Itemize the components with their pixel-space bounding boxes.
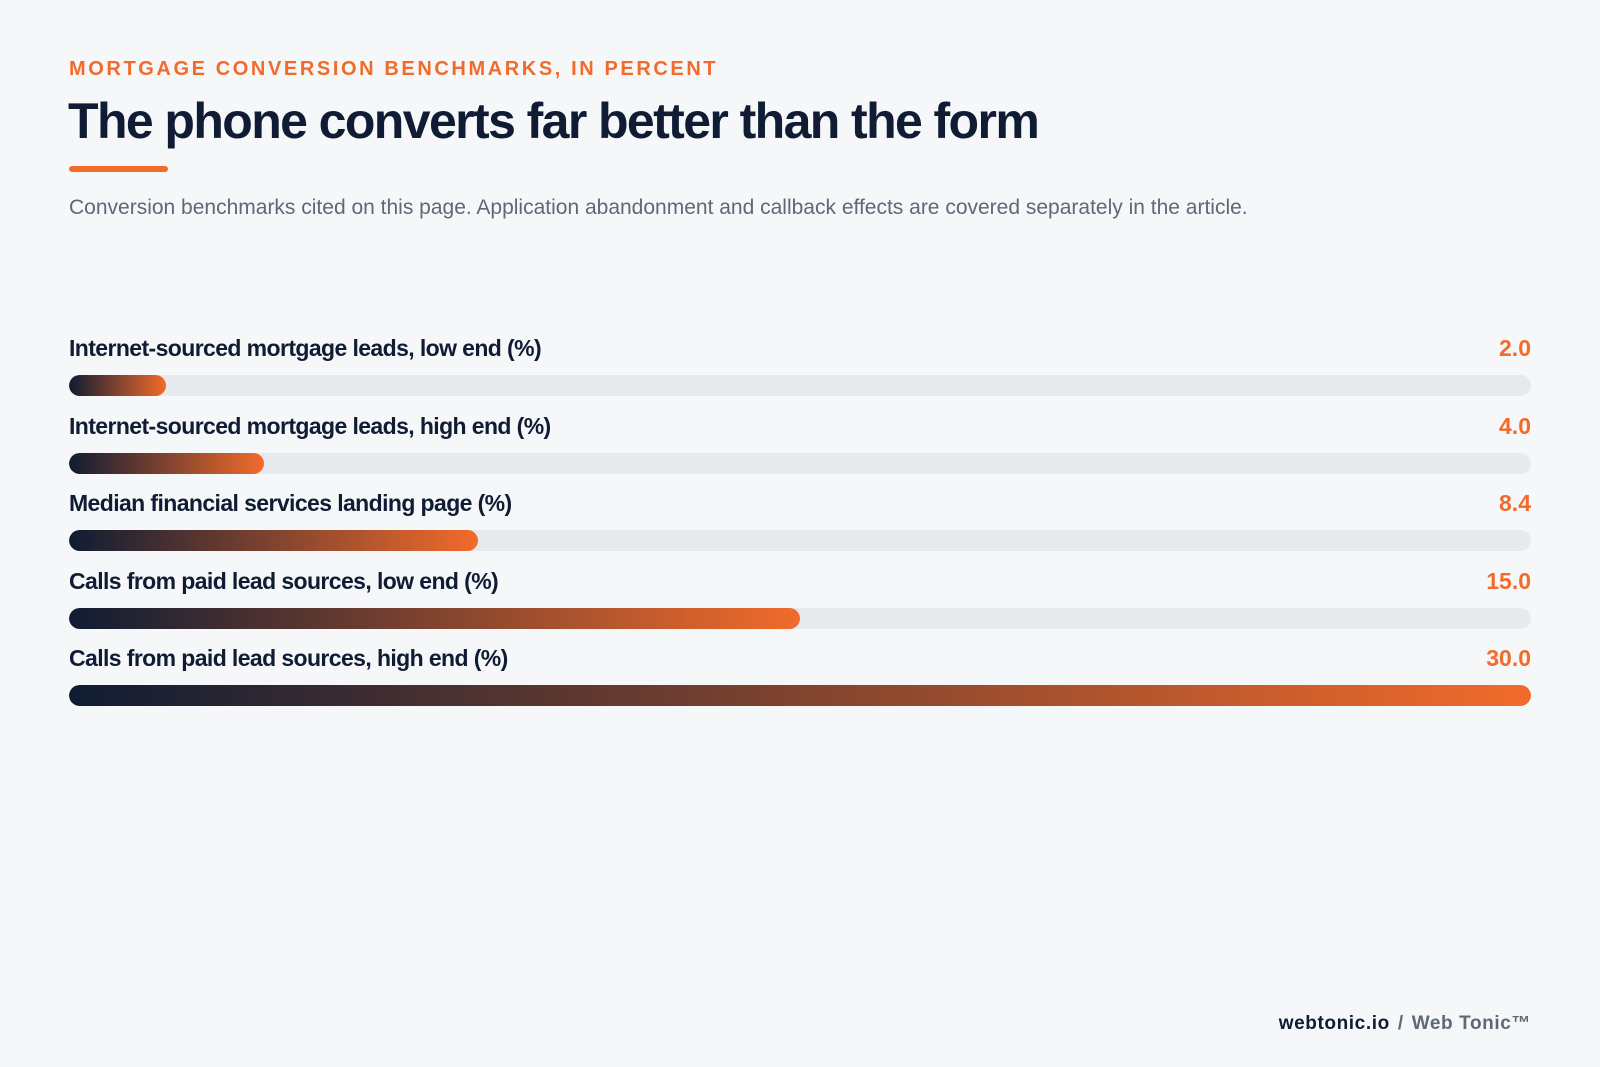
footer-separator: / [1397, 1013, 1404, 1034]
bar-track [69, 607, 1531, 629]
bar-value-label: 15.0 [1486, 567, 1531, 594]
bar-track [69, 685, 1531, 706]
chart-subtitle: Conversion benchmarks cited on this page… [69, 196, 1248, 219]
bar-row: Median financial services landing page (… [69, 490, 1531, 568]
bar [69, 607, 800, 629]
bar-category-label: Median financial services landing page (… [69, 490, 512, 516]
bar-category-label: Internet-sourced mortgage leads, low end… [69, 335, 542, 361]
bar-chart: Internet-sourced mortgage leads, low end… [69, 335, 1531, 723]
chart-title: The phone converts far better than the f… [68, 93, 1040, 149]
bar-row: Internet-sourced mortgage leads, high en… [69, 413, 1531, 491]
bar [69, 452, 264, 474]
bar-value-label: 30.0 [1486, 645, 1531, 671]
footer-credit: webtonic.io / Web Tonic™ [1279, 1013, 1531, 1035]
footer-brand: Web Tonic™ [1411, 1013, 1531, 1034]
bar-value-label: 4.0 [1499, 412, 1531, 439]
bar-category-label: Calls from paid lead sources, high end (… [69, 645, 508, 671]
bar [69, 685, 1531, 706]
eyebrow-label: MORTGAGE CONVERSION BENCHMARKS, IN PERCE… [69, 58, 719, 80]
bar-value-label: 2.0 [1499, 335, 1531, 361]
bar [69, 530, 479, 551]
bar-track [69, 452, 1531, 474]
bar-value-label: 8.4 [1499, 490, 1531, 516]
title-underline [69, 166, 168, 172]
bar [69, 375, 167, 396]
bar-row: Calls from paid lead sources, low end (%… [69, 568, 1531, 646]
bar-track [69, 530, 1531, 551]
bar-row: Internet-sourced mortgage leads, low end… [69, 335, 1531, 413]
bar-category-label: Internet-sourced mortgage leads, high en… [69, 412, 551, 439]
bar-category-label: Calls from paid lead sources, low end (%… [69, 567, 499, 594]
bar-row: Calls from paid lead sources, high end (… [69, 645, 1531, 723]
footer-domain: webtonic.io [1278, 1013, 1390, 1034]
bar-track [69, 375, 1531, 396]
